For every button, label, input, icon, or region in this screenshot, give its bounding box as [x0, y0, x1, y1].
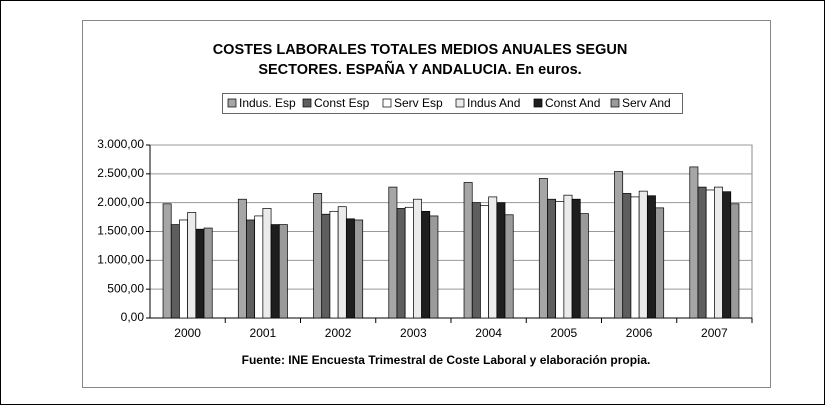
bar [538, 178, 548, 319]
bar [429, 215, 439, 319]
bar [187, 212, 197, 319]
y-tick-label: 1.000,00 [97, 253, 144, 267]
bar [579, 213, 589, 319]
bar [270, 224, 280, 319]
source-note: Fuente: INE Encuesta Trimestral de Coste… [242, 353, 651, 367]
y-tick-label: 3.000,00 [97, 137, 144, 151]
bar [630, 196, 640, 319]
legend-label: Indus. Esp [239, 96, 296, 110]
legend-label: Const Esp [314, 96, 370, 110]
bar [705, 189, 715, 319]
chart-title: COSTES LABORALES TOTALES MEDIOS ANUALES … [212, 42, 628, 78]
bar [480, 205, 489, 319]
bar [337, 206, 347, 319]
bar [203, 227, 213, 319]
bar [329, 210, 339, 319]
bar [563, 194, 573, 319]
bar [388, 186, 398, 319]
x-tick-label: 2007 [701, 326, 728, 340]
x-tick-label: 2001 [250, 326, 277, 340]
y-tick-label: 500,00 [107, 281, 144, 295]
bar [555, 201, 565, 319]
bar [404, 206, 414, 319]
x-tick-label: 2000 [174, 326, 201, 340]
legend-swatch [610, 98, 620, 108]
legend-label: Const And [545, 96, 600, 110]
bar [504, 214, 514, 319]
bar [471, 202, 481, 319]
bar [421, 210, 431, 319]
bar [571, 198, 581, 319]
bar [262, 208, 272, 319]
legend-swatch [455, 98, 465, 108]
bar [689, 166, 699, 319]
x-tick-label: 2005 [551, 326, 578, 340]
legend-label: Serv Esp [394, 96, 443, 110]
legend-label: Indus And [467, 96, 520, 110]
x-tick-label: 2003 [400, 326, 427, 340]
bar [655, 207, 665, 319]
legend-swatch [302, 98, 312, 108]
x-tick-label: 2004 [475, 326, 502, 340]
y-tick-label: 1.500,00 [97, 224, 144, 238]
bar [413, 198, 422, 319]
legend-swatch [533, 98, 543, 108]
bar [730, 203, 740, 319]
bar [614, 171, 624, 319]
bar [638, 190, 648, 319]
bar [697, 186, 707, 319]
legend-label: Serv And [622, 96, 671, 110]
legend-swatch [227, 98, 237, 108]
bar [237, 198, 247, 319]
bar [488, 196, 498, 319]
x-tick-label: 2002 [325, 326, 352, 340]
bar [547, 198, 557, 319]
x-tick-label: 2006 [626, 326, 653, 340]
bar [496, 202, 506, 319]
y-tick-label: 2.500,00 [97, 166, 144, 180]
bar [254, 215, 264, 319]
y-tick-label: 2.000,00 [97, 195, 144, 209]
bar [622, 193, 632, 319]
bar [345, 218, 355, 319]
bar [313, 193, 323, 319]
bar [396, 208, 406, 319]
legend-box [222, 93, 683, 114]
bar [722, 191, 732, 319]
bar [246, 219, 256, 319]
bar [714, 186, 723, 319]
bar [463, 182, 473, 319]
bar [195, 228, 205, 319]
bar [278, 224, 288, 319]
y-tick-label: 0,00 [121, 310, 145, 324]
bar [179, 219, 188, 319]
bar [170, 224, 180, 319]
bar [354, 219, 364, 319]
bar [646, 195, 656, 319]
bar [162, 203, 172, 319]
bar [321, 213, 331, 319]
legend-swatch [382, 98, 392, 108]
